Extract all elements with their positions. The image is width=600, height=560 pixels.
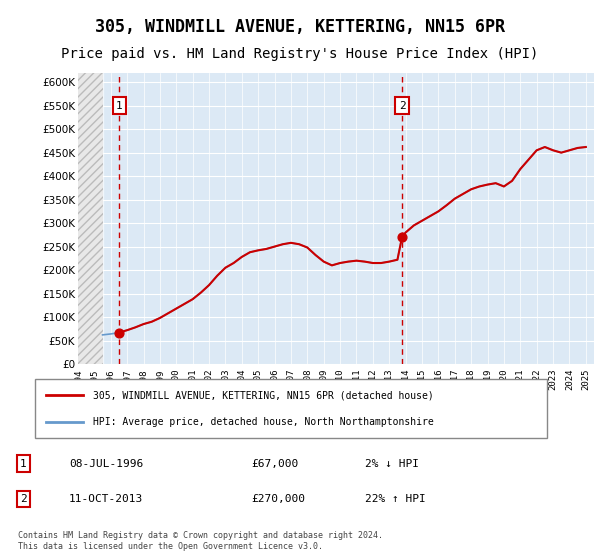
Text: Price paid vs. HM Land Registry's House Price Index (HPI): Price paid vs. HM Land Registry's House … xyxy=(61,48,539,62)
Text: 1: 1 xyxy=(20,459,27,469)
Text: 22% ↑ HPI: 22% ↑ HPI xyxy=(365,494,426,504)
FancyBboxPatch shape xyxy=(35,379,547,438)
Text: £270,000: £270,000 xyxy=(251,494,305,504)
Text: 2% ↓ HPI: 2% ↓ HPI xyxy=(365,459,419,469)
Text: £67,000: £67,000 xyxy=(251,459,299,469)
Bar xyxy=(78,73,103,364)
Text: 1: 1 xyxy=(116,101,122,111)
Text: 2: 2 xyxy=(398,101,406,111)
Point xyxy=(397,233,407,242)
Text: 305, WINDMILL AVENUE, KETTERING, NN15 6PR (detached house): 305, WINDMILL AVENUE, KETTERING, NN15 6P… xyxy=(94,390,434,400)
Text: HPI: Average price, detached house, North Northamptonshire: HPI: Average price, detached house, Nort… xyxy=(94,417,434,427)
Text: Contains HM Land Registry data © Crown copyright and database right 2024.
This d: Contains HM Land Registry data © Crown c… xyxy=(18,531,383,551)
Text: 2: 2 xyxy=(20,494,27,504)
Text: 305, WINDMILL AVENUE, KETTERING, NN15 6PR: 305, WINDMILL AVENUE, KETTERING, NN15 6P… xyxy=(95,18,505,36)
Text: 11-OCT-2013: 11-OCT-2013 xyxy=(69,494,143,504)
Point xyxy=(115,328,124,337)
Text: 08-JUL-1996: 08-JUL-1996 xyxy=(69,459,143,469)
